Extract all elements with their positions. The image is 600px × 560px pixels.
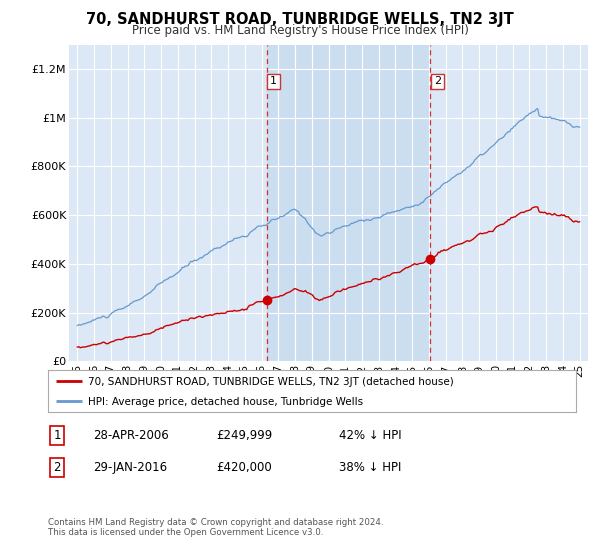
Text: £420,000: £420,000 [216,461,272,474]
Text: HPI: Average price, detached house, Tunbridge Wells: HPI: Average price, detached house, Tunb… [88,398,363,407]
Text: 2: 2 [434,77,441,86]
Text: 70, SANDHURST ROAD, TUNBRIDGE WELLS, TN2 3JT (detached house): 70, SANDHURST ROAD, TUNBRIDGE WELLS, TN2… [88,377,454,387]
Text: £249,999: £249,999 [216,429,272,442]
Text: 1: 1 [53,429,61,442]
Text: Price paid vs. HM Land Registry's House Price Index (HPI): Price paid vs. HM Land Registry's House … [131,24,469,36]
Text: 28-APR-2006: 28-APR-2006 [93,429,169,442]
Text: 70, SANDHURST ROAD, TUNBRIDGE WELLS, TN2 3JT: 70, SANDHURST ROAD, TUNBRIDGE WELLS, TN2… [86,12,514,27]
Bar [267,45,430,361]
Text: 1: 1 [270,77,277,86]
Text: 2: 2 [53,461,61,474]
Text: 38% ↓ HPI: 38% ↓ HPI [339,461,401,474]
Text: 29-JAN-2016: 29-JAN-2016 [93,461,167,474]
Text: Contains HM Land Registry data © Crown copyright and database right 2024.
This d: Contains HM Land Registry data © Crown c… [48,518,383,538]
Text: 42% ↓ HPI: 42% ↓ HPI [339,429,401,442]
